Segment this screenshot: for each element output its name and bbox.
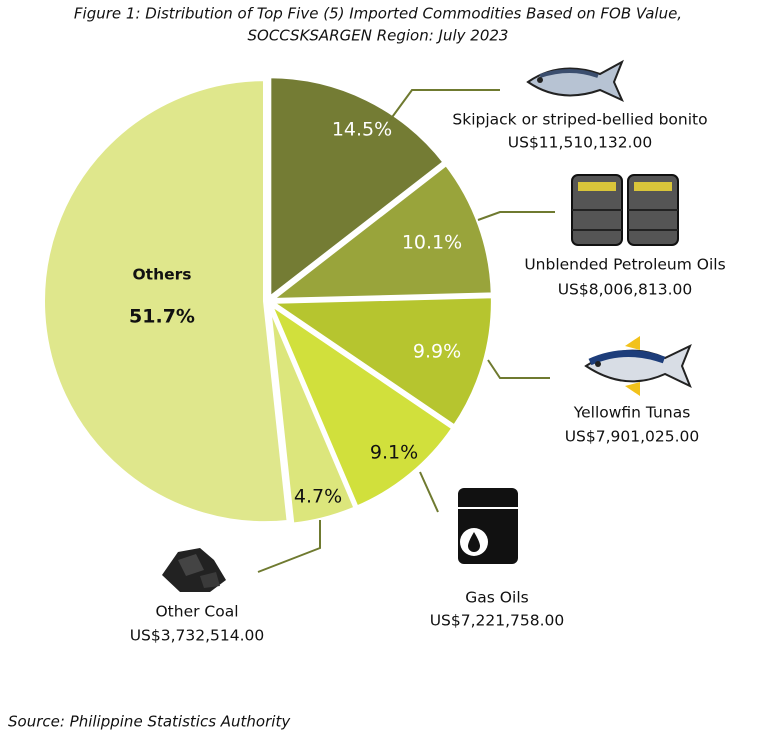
chart-title: SOCCSKSARGEN Region: July 2023 — [248, 27, 509, 45]
data-label: 4.7% — [294, 486, 342, 508]
category-label: Unblended Petroleum Oils — [524, 256, 725, 274]
category-label: Yellowfin Tunas — [573, 404, 691, 422]
chart-title: Figure 1: Distribution of Top Five (5) I… — [74, 5, 682, 23]
amount-label: US$7,221,758.00 — [430, 612, 565, 630]
data-label: 9.1% — [370, 442, 418, 464]
data-label: 51.7% — [129, 306, 195, 328]
pie-slice — [41, 77, 291, 526]
coal-icon — [162, 548, 226, 592]
pie-slice — [267, 74, 448, 303]
amount-label: US$3,732,514.00 — [130, 627, 265, 645]
data-label: 9.9% — [413, 341, 461, 363]
leader-line — [477, 211, 555, 221]
source: Source: Philippine Statistics Authority — [8, 713, 291, 731]
pie-slice — [264, 161, 495, 303]
barrel-icon — [571, 174, 679, 246]
amount-label: US$11,510,132.00 — [508, 134, 652, 152]
fish-icon — [526, 59, 624, 102]
slice-label: Others — [132, 266, 191, 284]
pie-slice — [266, 303, 359, 527]
leader-line — [487, 359, 550, 379]
category-label: Skipjack or striped-bellied bonito — [452, 111, 707, 129]
tuna-icon — [584, 336, 692, 396]
data-label: 10.1% — [402, 232, 462, 254]
pie — [41, 74, 495, 527]
pie-slice — [264, 294, 495, 430]
category-label: Other Coal — [155, 603, 238, 621]
gas-barrel-icon — [458, 488, 518, 564]
data-label: 14.5% — [332, 119, 392, 141]
leader-line — [257, 520, 321, 573]
pie-slice — [265, 297, 457, 511]
leader-line — [419, 471, 439, 513]
amount-label: US$7,901,025.00 — [565, 428, 700, 446]
amount-label: US$8,006,813.00 — [558, 281, 693, 299]
leader-line — [389, 89, 500, 121]
category-label: Gas Oils — [465, 589, 528, 607]
